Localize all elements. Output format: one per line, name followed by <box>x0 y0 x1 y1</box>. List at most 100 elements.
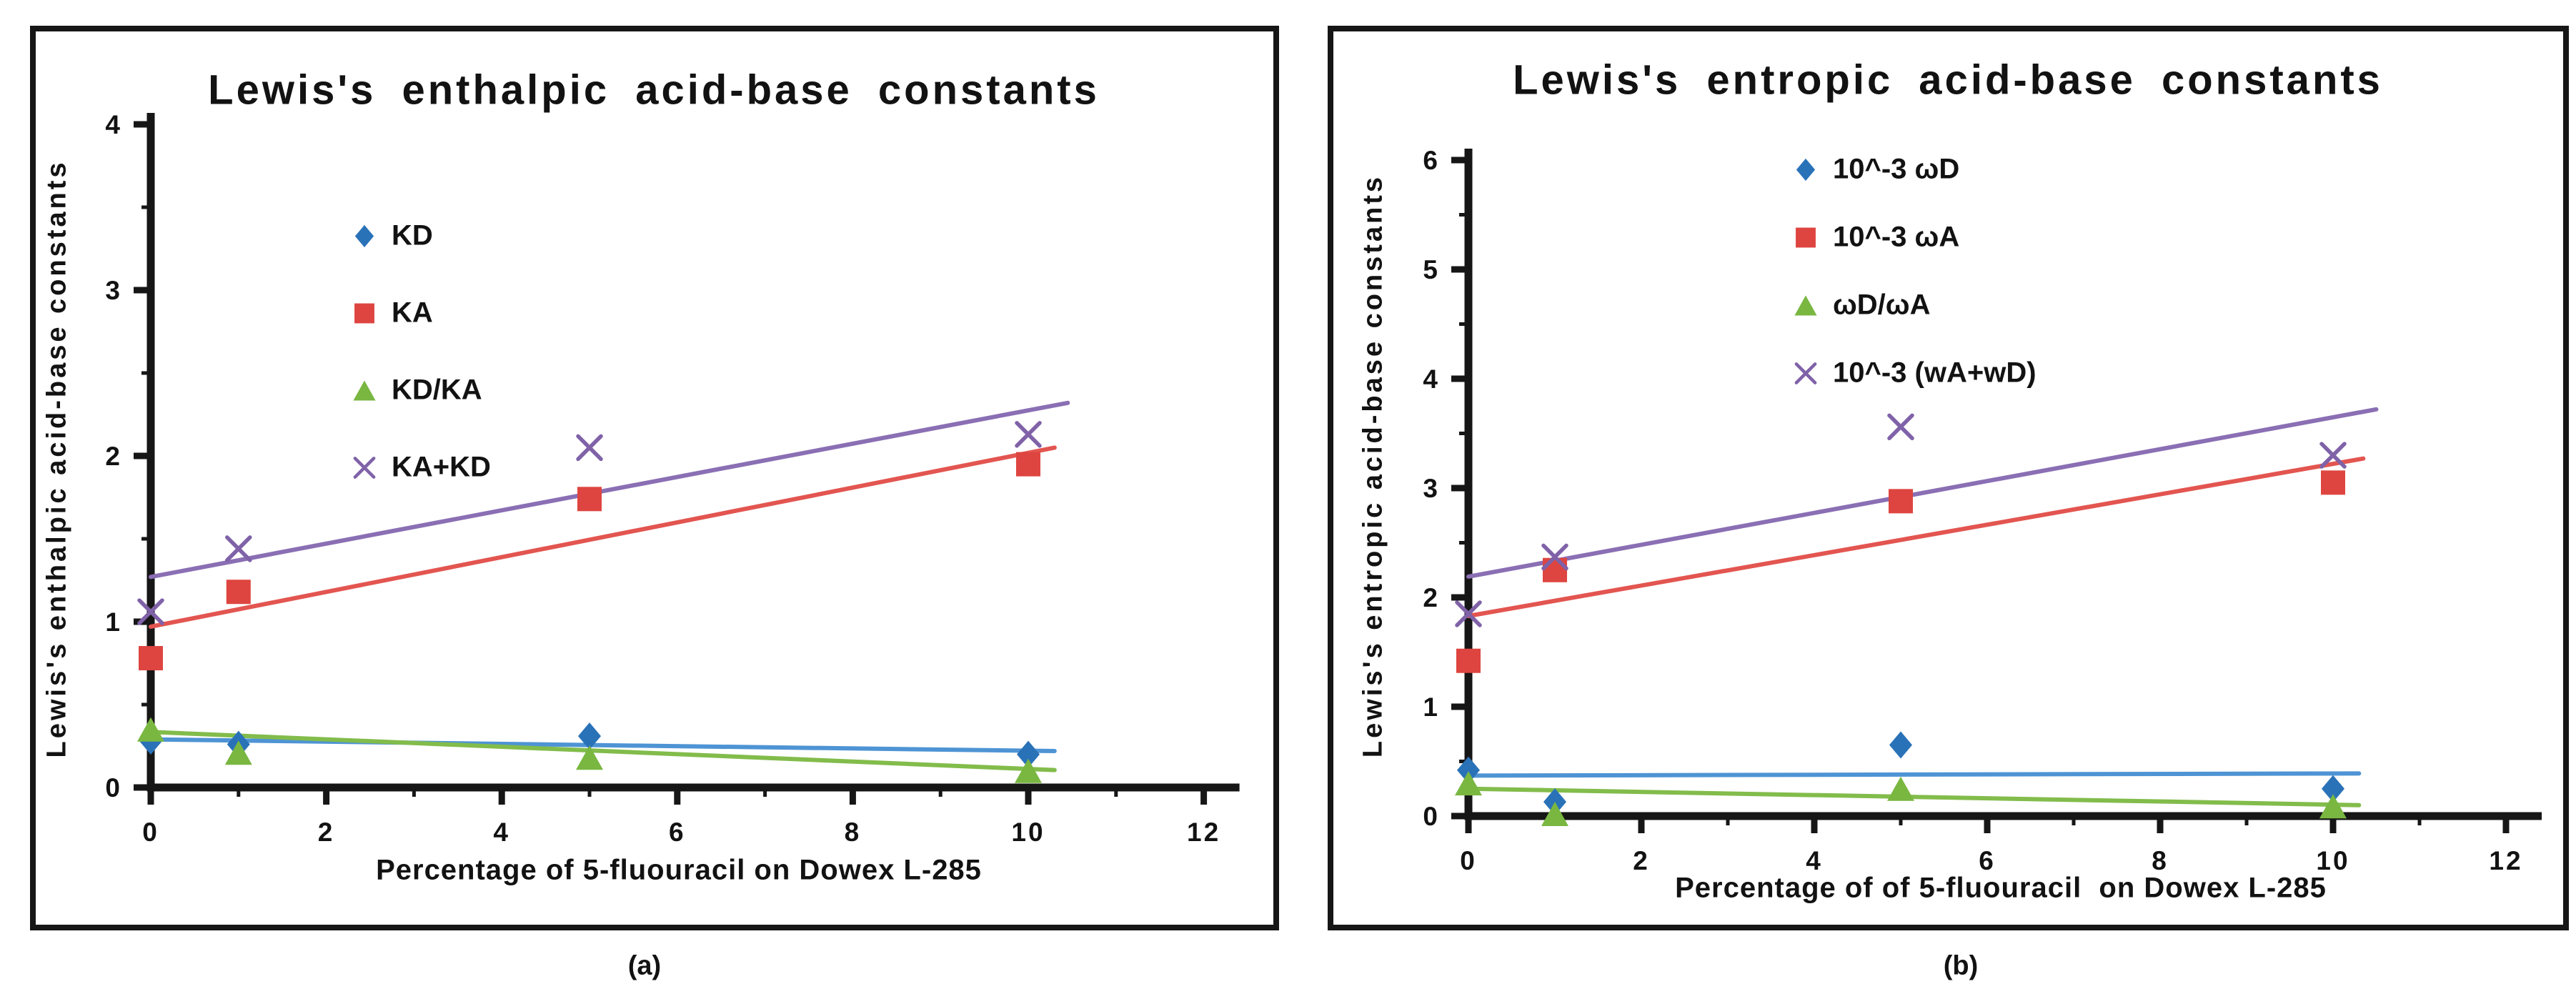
panel-a-frame <box>30 26 1279 930</box>
data-point-marker-x <box>1015 421 1042 448</box>
x-tick-label: 8 <box>845 817 862 847</box>
chart-a-x-axis-label: Percentage of 5-fluouracil on Dowex L-28… <box>376 854 982 886</box>
data-point-marker-triangle <box>224 740 252 765</box>
data-point-marker-square <box>1456 648 1481 673</box>
y-tick-label: 6 <box>1423 146 1440 175</box>
data-point-marker-diamond <box>1796 158 1816 181</box>
x-tick-label: 10 <box>2316 846 2349 875</box>
x-tick-label: 6 <box>669 817 686 847</box>
x-tick-label: 6 <box>1979 846 1996 875</box>
panel-b-frame <box>1328 26 2569 930</box>
x-tick-label: 4 <box>1806 846 1823 875</box>
y-tick-label: 0 <box>105 773 122 802</box>
legend-item: 10^-3 ωD <box>1790 154 1959 186</box>
legend-label: KA+KD <box>392 451 491 483</box>
data-point-marker-x <box>137 598 164 625</box>
panel-a-caption: (a) <box>627 950 662 981</box>
trend-line <box>149 730 1057 772</box>
data-point-marker-x <box>225 535 252 562</box>
y-tick-label: 5 <box>1423 255 1440 284</box>
data-point-marker-triangle <box>1887 776 1914 801</box>
legend-item: KD <box>349 220 433 252</box>
data-point-marker-square <box>577 487 602 512</box>
legend-marker-icon <box>353 380 376 400</box>
legend-marker-icon <box>1796 227 1816 247</box>
data-point-marker-diamond <box>1457 756 1480 784</box>
x-tick-label: 12 <box>1187 817 1220 847</box>
y-tick-label: 1 <box>1423 692 1440 722</box>
legend-item: KA <box>349 297 433 329</box>
chart-a-title: Lewis's enthalpic acid-base constants <box>208 66 1100 114</box>
data-point-marker-x <box>2319 442 2347 469</box>
y-tick-label: 3 <box>1423 474 1440 503</box>
y-tick-label: 4 <box>105 110 122 139</box>
data-point-marker-square <box>1543 557 1567 582</box>
data-point-marker-square <box>139 646 163 671</box>
y-tick-label: 1 <box>105 607 122 637</box>
data-point-marker-diamond <box>2322 775 2344 802</box>
trend-line <box>149 445 1057 629</box>
legend-item: KA+KD <box>349 452 491 484</box>
data-point-marker-diamond <box>1017 740 1040 768</box>
data-point-marker-diamond <box>1889 731 1912 759</box>
legend-label: KA <box>392 297 433 329</box>
y-tick-label: 2 <box>1423 583 1440 612</box>
x-tick-label: 0 <box>142 817 159 847</box>
x-tick-label: 2 <box>318 817 335 847</box>
legend-item: 10^-3 (wA+wD) <box>1790 357 2037 389</box>
data-point-marker-x <box>576 434 603 462</box>
y-tick-label: 4 <box>1423 364 1440 394</box>
data-point-marker-triangle <box>2319 794 2347 819</box>
trend-line <box>1466 407 2379 579</box>
data-point-marker-x <box>1887 413 1914 441</box>
legend-marker-icon <box>1794 295 1817 315</box>
trend-line <box>1466 786 2362 807</box>
x-tick-label: 0 <box>1460 846 1477 875</box>
data-point-marker-square <box>226 580 251 605</box>
y-tick-label: 0 <box>1423 802 1440 831</box>
trend-line <box>149 400 1070 580</box>
x-tick-label: 8 <box>2152 846 2169 875</box>
x-tick-label: 2 <box>1633 846 1650 875</box>
data-point-marker-triangle <box>353 380 376 400</box>
data-point-marker-triangle <box>137 717 164 742</box>
chart-b-y-axis-label: Lewis's entropic acid-base constants <box>1358 174 1388 758</box>
x-tick-label: 10 <box>1011 817 1045 847</box>
data-point-marker-triangle <box>1541 801 1568 826</box>
data-point-marker-square <box>1016 452 1040 477</box>
data-point-marker-square <box>2321 470 2345 495</box>
legend-marker-icon <box>1796 158 1816 181</box>
trend-line <box>149 737 1057 753</box>
legend-label: 10^-3 (wA+wD) <box>1833 357 2037 389</box>
chart-b-x-axis-label: Percentage of of 5-fluouracil on Dowex L… <box>1675 872 2327 904</box>
legend-marker-icon <box>354 303 374 323</box>
data-point-marker-triangle <box>1455 771 1482 796</box>
legend-marker-icon <box>353 456 376 479</box>
data-point-marker-x <box>1541 543 1568 571</box>
legend-label: 10^-3 ωD <box>1833 153 1960 185</box>
data-point-marker-square <box>1796 227 1816 247</box>
data-point-marker-triangle <box>576 745 603 770</box>
data-point-marker-square <box>354 303 374 323</box>
x-tick-label: 12 <box>2489 846 2522 875</box>
legend-label: ωD/ωA <box>1833 289 1931 321</box>
data-point-marker-x <box>1455 600 1482 627</box>
legend-item: KD/KA <box>349 374 482 407</box>
x-tick-label: 4 <box>493 817 510 847</box>
chart-b-title: Lewis's entropic acid-base constants <box>1513 56 2383 104</box>
trend-line <box>1466 771 2362 778</box>
data-point-marker-triangle <box>1794 295 1817 315</box>
data-point-marker-diamond <box>354 224 374 247</box>
legend-item: 10^-3 ωA <box>1790 222 1959 254</box>
data-point-marker-x <box>1794 362 1817 384</box>
legend-marker-icon <box>354 224 374 247</box>
legend-label: 10^-3 ωA <box>1833 221 1960 253</box>
panel-b-caption: (b) <box>1943 950 1979 981</box>
y-tick-label: 3 <box>105 276 122 305</box>
data-point-marker-triangle <box>1015 758 1042 783</box>
legend-label: KD/KA <box>392 374 482 406</box>
data-point-marker-square <box>1889 489 1913 514</box>
